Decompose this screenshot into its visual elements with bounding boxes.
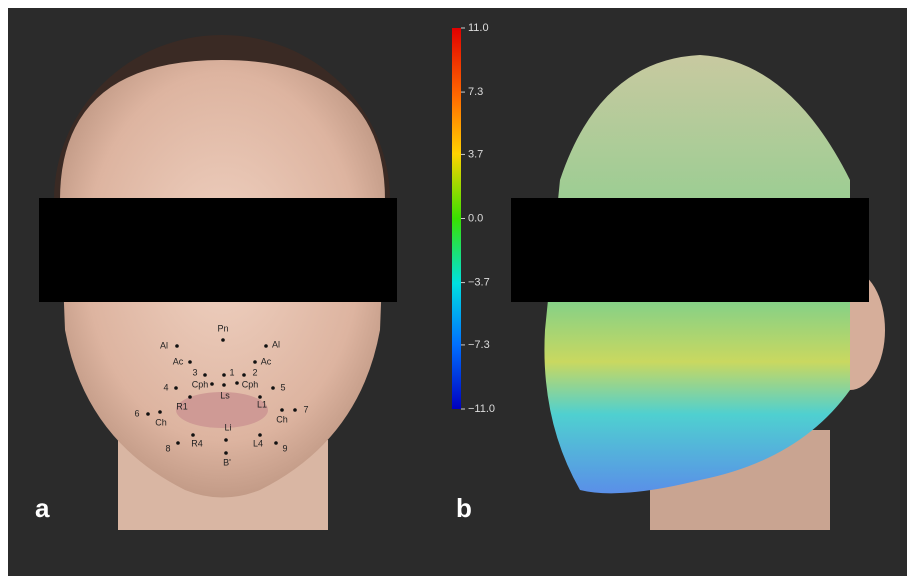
landmark-dot [175, 344, 179, 348]
landmark-label: Cph [192, 379, 209, 389]
figure: a b PnAlAlAcAc312CphLsCph45R1L16ChCh7LiR… [0, 0, 907, 576]
landmark-label: 9 [282, 443, 287, 453]
landmark-dot [258, 395, 262, 399]
eye-mask [39, 198, 397, 302]
landmark-dot [203, 373, 207, 377]
tick-label: 11.0 [468, 22, 489, 34]
landmark-label: 2 [252, 367, 257, 377]
landmark-dot [188, 395, 192, 399]
tick-label: 3.7 [468, 148, 483, 160]
landmark-label: Ac [173, 356, 184, 366]
landmark-dot [210, 382, 214, 386]
landmark-dot [158, 410, 162, 414]
landmark-dot [242, 373, 246, 377]
landmark-label: Ch [155, 417, 167, 427]
tick-label: 7.3 [468, 86, 483, 98]
landmark-label: B' [223, 457, 231, 467]
landmark-dot [280, 408, 284, 412]
tick-label: −11.0 [468, 403, 495, 415]
landmark-label: R1 [176, 401, 188, 411]
landmark-label: L1 [257, 399, 267, 409]
landmark-dot [224, 438, 228, 442]
landmark-dot [235, 381, 239, 385]
eye-mask [511, 198, 869, 302]
landmark-dot [191, 433, 195, 437]
tick-label: −7.3 [468, 339, 490, 351]
tick-label: 0.0 [468, 212, 483, 224]
landmark-label: Ls [220, 390, 230, 400]
landmark-label: Cph [242, 379, 259, 389]
landmark-dot [176, 441, 180, 445]
landmark-label: 8 [165, 443, 170, 453]
landmark-dot [188, 360, 192, 364]
landmark-label: L4 [253, 438, 263, 448]
panel-label: b [456, 493, 472, 523]
landmark-dot [271, 386, 275, 390]
landmark-dot [222, 373, 226, 377]
landmark-dot [293, 408, 297, 412]
landmark-dot [258, 433, 262, 437]
landmark-label: 4 [163, 382, 168, 392]
landmark-label: Pn [217, 323, 228, 333]
landmark-label: Ch [276, 414, 288, 424]
landmark-label: 5 [280, 382, 285, 392]
landmark-dot [221, 338, 225, 342]
page: a b PnAlAlAcAc312CphLsCph45R1L16ChCh7LiR… [0, 0, 907, 576]
landmark-label: R4 [191, 438, 203, 448]
panel-label: a [35, 493, 50, 523]
tick-label: −3.7 [468, 276, 490, 288]
landmark-dot [253, 360, 257, 364]
landmark-dot [146, 412, 150, 416]
landmark-dot [264, 344, 268, 348]
landmark-dot [274, 441, 278, 445]
landmark-dot [224, 451, 228, 455]
landmark-dot [174, 386, 178, 390]
colorbar [452, 28, 461, 409]
landmark-label: Al [272, 339, 280, 349]
landmark-label: 7 [303, 404, 308, 414]
landmark-label: Al [160, 340, 168, 350]
landmark-dot [222, 383, 226, 387]
landmark-label: Li [224, 422, 231, 432]
landmark-label: 1 [229, 367, 234, 377]
landmark-label: Ac [261, 356, 272, 366]
landmark-label: 6 [134, 408, 139, 418]
landmark-label: 3 [192, 367, 197, 377]
